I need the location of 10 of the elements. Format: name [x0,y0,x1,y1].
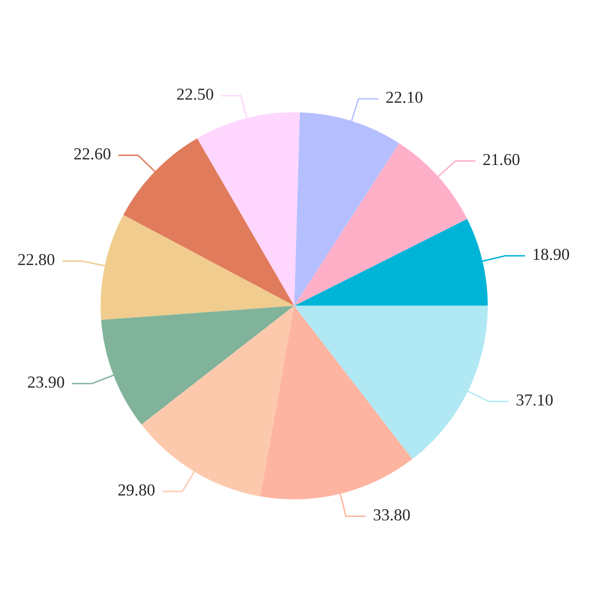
data-label: 29.80 [118,484,155,496]
data-label: 21.60 [483,154,520,166]
data-label: 22.80 [18,254,54,266]
data-label: 37.10 [516,394,553,406]
data-label: 22.10 [386,92,422,104]
data-label: 22.50 [177,88,214,100]
data-label: 22.60 [74,148,110,160]
data-label: 23.90 [28,376,64,388]
data-label: 33.80 [374,509,410,521]
data-label: 18.90 [534,248,570,260]
